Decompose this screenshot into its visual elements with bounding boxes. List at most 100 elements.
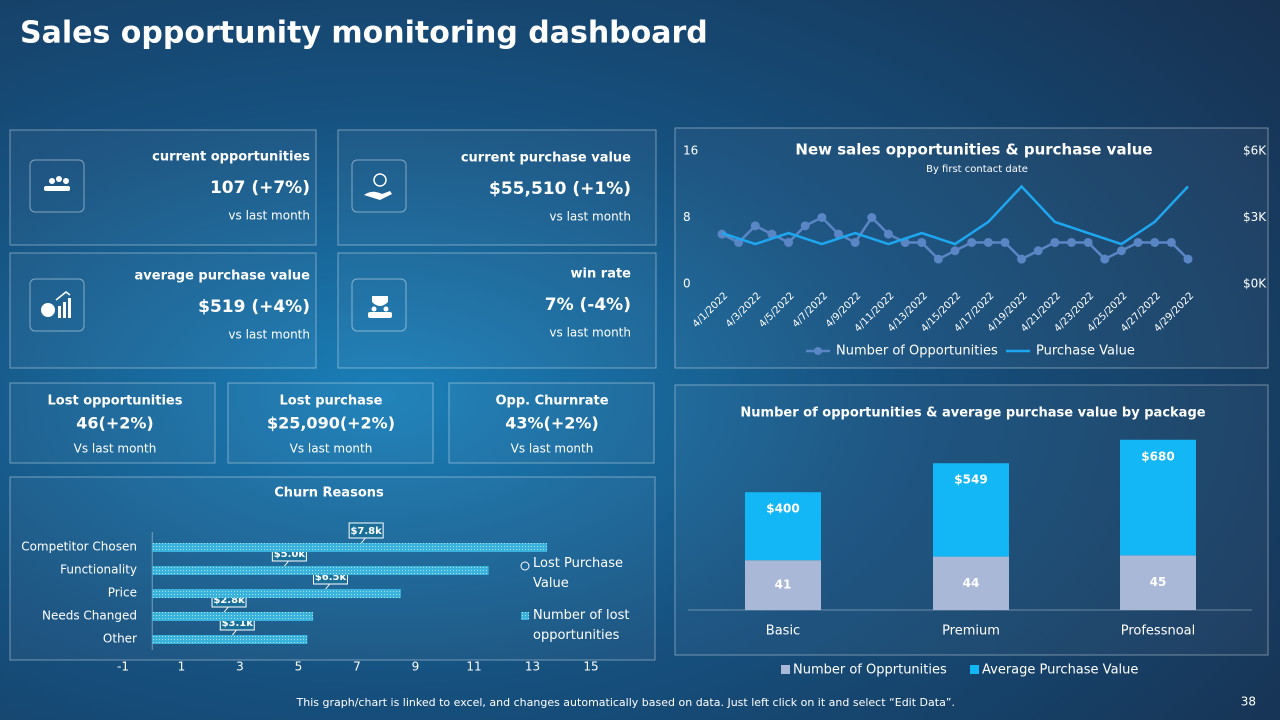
bar-segment <box>933 463 1009 557</box>
summary-note: Vs last month <box>74 442 157 456</box>
kpi-value: 7% (-4%) <box>545 295 631 315</box>
bar <box>152 635 308 644</box>
page-number: 38 <box>1241 695 1256 709</box>
legend-label-box: Number of lost opportunities <box>533 608 630 643</box>
summary-value: $25,090(+2%) <box>267 414 395 433</box>
bar <box>152 589 401 598</box>
line-marker <box>1116 246 1126 256</box>
summary-label: Opp. Churnrate <box>495 394 608 409</box>
x-tick-label: Premium <box>942 624 1000 639</box>
legend-swatch <box>970 665 979 674</box>
x-tick-label: 9 <box>412 660 420 674</box>
line-series <box>721 184 1189 246</box>
summary-label: Lost purchase <box>280 394 383 409</box>
icon-box <box>351 159 407 213</box>
panel <box>9 382 216 464</box>
panel <box>337 129 657 246</box>
chart-title: New sales opportunities & purchase value <box>795 141 1152 159</box>
panel <box>448 382 655 464</box>
icon-boxes <box>29 159 407 332</box>
chart-subtitle: By first contact date <box>926 164 1028 175</box>
x-tick-label: 11 <box>466 660 481 674</box>
bar-label: $549 <box>954 473 987 487</box>
panel <box>337 252 657 369</box>
line-marker <box>850 237 860 247</box>
kpi-label: average purchase value <box>135 269 311 284</box>
line-marker <box>834 229 843 239</box>
callout-label: $5.0k <box>274 549 306 560</box>
summary-note: Vs last month <box>290 442 373 456</box>
kpi-label: win rate <box>571 267 632 282</box>
y-tick-label: Other <box>103 632 137 646</box>
line-marker <box>767 229 777 239</box>
legend-label: Number of Opportunities <box>836 344 998 359</box>
panel <box>674 127 1269 369</box>
line-marker <box>983 237 993 247</box>
line-marker <box>1067 237 1076 247</box>
y-tick-label: Functionality <box>60 563 137 577</box>
y2-tick-label: $6K <box>1243 144 1267 158</box>
summary-value: 46(+2%) <box>76 414 153 433</box>
callout-label: $2.8k <box>213 595 245 606</box>
line-marker <box>917 237 927 247</box>
x-tick-label: 3 <box>236 660 244 674</box>
line-marker <box>1017 254 1027 264</box>
line-marker <box>1050 237 1060 247</box>
icon-box <box>29 159 85 213</box>
legend-label: Number of lost opportunities <box>533 608 630 643</box>
y-tick-label: 0 <box>683 277 691 291</box>
legend-label: Average Purchase Value <box>982 663 1138 678</box>
bar-segment <box>745 492 821 561</box>
bar-label: 45 <box>1150 575 1167 589</box>
line-marker <box>933 254 943 264</box>
kpi-label: current opportunities <box>152 150 310 165</box>
bar <box>152 612 314 621</box>
x-tick-label: 1 <box>178 660 186 674</box>
line-marker <box>1150 237 1160 247</box>
icon-money-hand <box>364 173 392 200</box>
line-marker <box>1133 237 1143 247</box>
bar-label: $400 <box>766 502 799 516</box>
bar-segment <box>1120 555 1196 610</box>
x-tick-label: Professnoal <box>1121 624 1196 639</box>
page-title: Sales opportunity monitoring dashboard <box>20 16 708 51</box>
y2-tick-label: $0K <box>1243 277 1267 291</box>
line-marker <box>1183 254 1193 264</box>
callout-label: $3.1k <box>222 618 254 629</box>
y2-tick-label: $3K <box>1243 210 1267 224</box>
line-marker <box>1000 237 1010 247</box>
bar-label: 44 <box>963 576 980 590</box>
bar-segment <box>1120 439 1196 556</box>
kpi-value: $519 (+4%) <box>198 297 310 317</box>
y-tick-label: Price <box>108 586 137 600</box>
bar <box>152 566 489 575</box>
bar-label: 41 <box>775 578 792 592</box>
legend-label: Purchase Value <box>1036 344 1135 359</box>
callout-label: $7.8k <box>350 526 382 537</box>
line-marker <box>817 213 827 222</box>
line-marker <box>1033 246 1043 256</box>
bar <box>152 543 548 552</box>
legend-marker <box>814 347 822 355</box>
line-marker <box>867 213 877 222</box>
icon-trophy <box>368 296 392 318</box>
icon-people <box>44 176 70 191</box>
legend-label-box: Lost Purchase Value <box>533 556 623 591</box>
line-marker <box>750 221 760 231</box>
kpi-label: current purchase value <box>461 151 631 166</box>
x-tick-label: 15 <box>583 660 598 674</box>
kpi-note: vs last month <box>228 209 310 223</box>
x-tick-label: 5 <box>295 660 303 674</box>
y-tick-label: Needs Changed <box>42 609 137 623</box>
footer-note: This graph/chart is linked to excel, and… <box>296 696 955 709</box>
line-marker <box>784 237 794 247</box>
y-tick-label: Competitor Chosen <box>21 540 137 554</box>
kpi-value: 107 (+7%) <box>210 178 310 198</box>
kpi-note: vs last month <box>549 326 631 340</box>
chart-title: Churn Reasons <box>274 486 384 501</box>
line-marker <box>967 237 977 247</box>
x-tick-label: 7 <box>353 660 361 674</box>
summary-value: 43%(+2%) <box>505 414 599 433</box>
summary-note: Vs last month <box>511 442 594 456</box>
y-tick-label: 16 <box>683 144 698 158</box>
